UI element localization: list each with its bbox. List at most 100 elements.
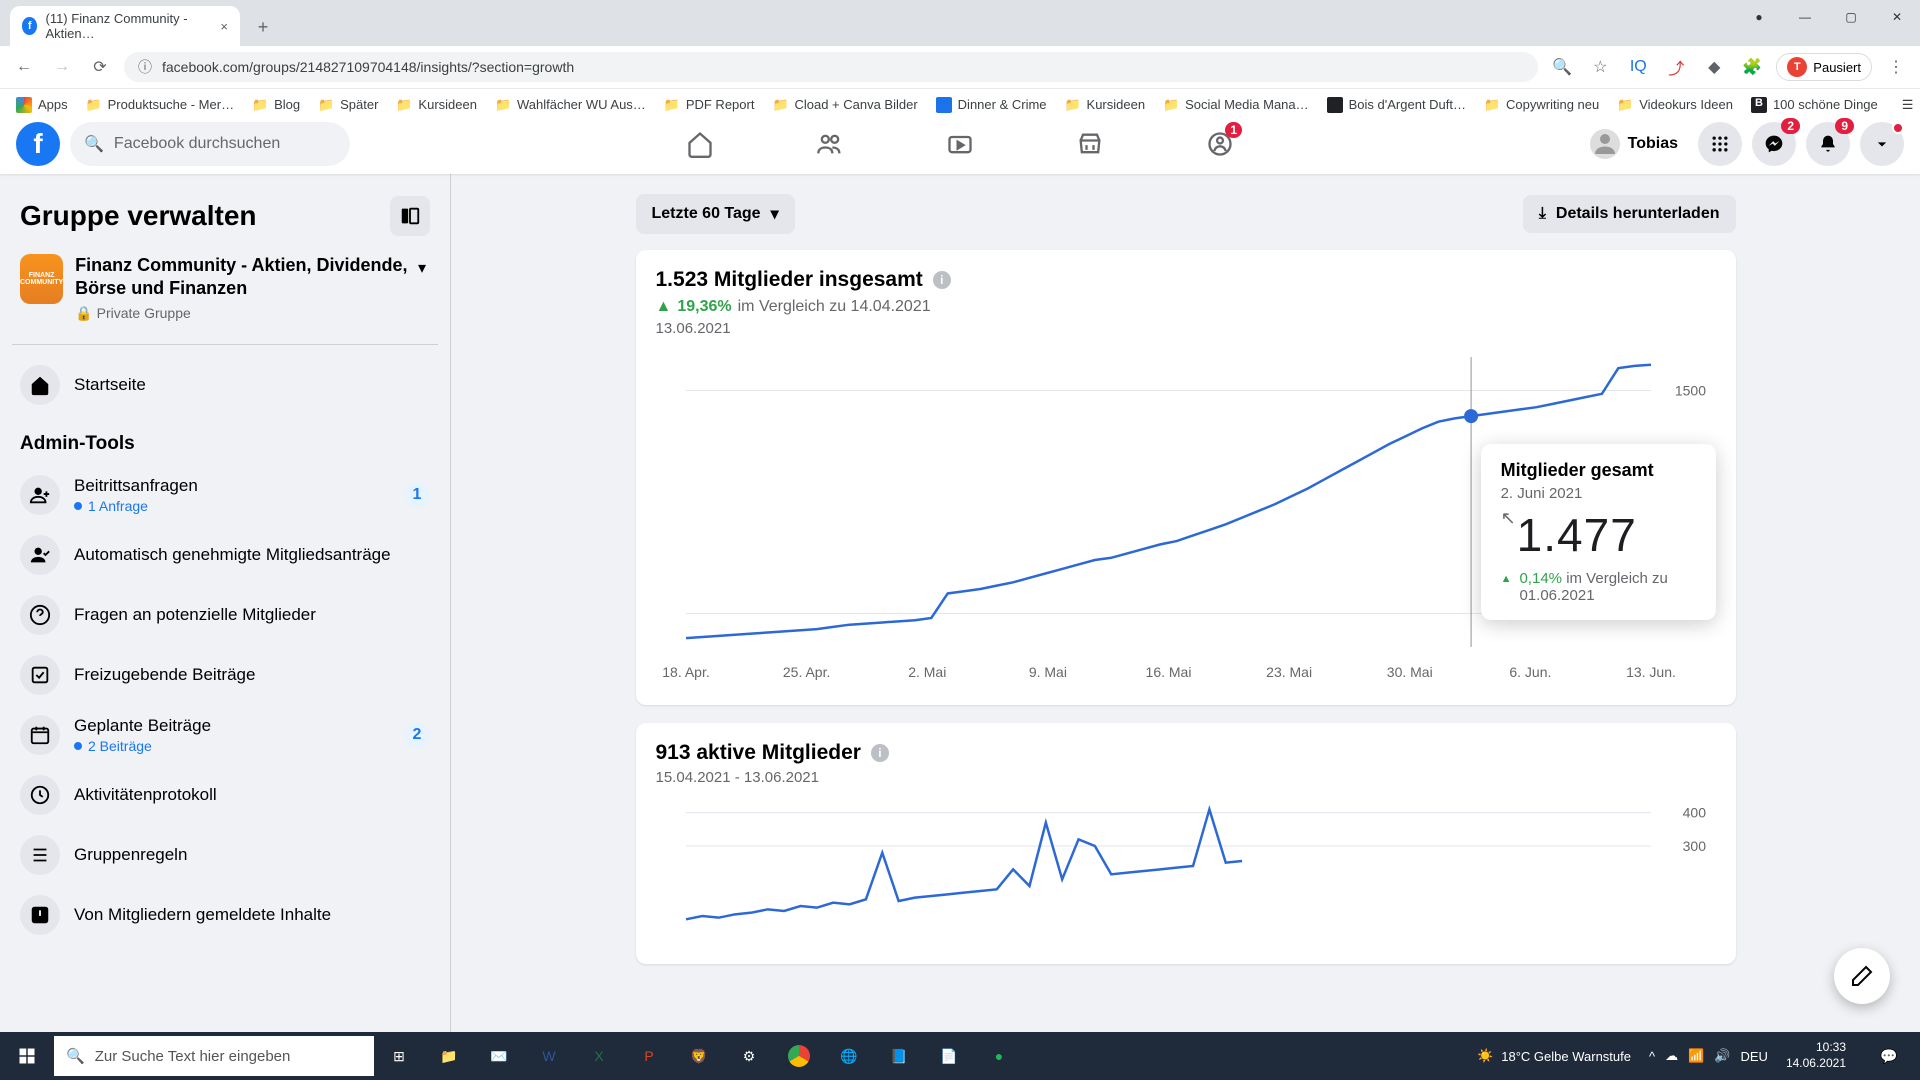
bookmark-item[interactable]: 📁Kursideen [1059,93,1152,117]
taskbar-search[interactable]: 🔍Zur Suche Text hier eingeben [54,1036,374,1076]
task-view-button[interactable]: ⊞ [374,1032,424,1080]
nav-watch[interactable] [900,118,1020,170]
reading-list-button[interactable]: ☰Leseliste [1896,93,1920,117]
bookmark-item[interactable]: Dinner & Crime [930,93,1053,117]
taskbar-app-obs[interactable]: ⚙ [724,1032,774,1080]
nav-friends[interactable] [770,118,890,170]
reload-button[interactable]: ⟳ [86,53,114,81]
sidebar-item-questions[interactable]: Fragen an potenzielle Mitglieder [12,585,438,645]
nav-marketplace[interactable] [1030,118,1150,170]
taskbar-app-chrome[interactable] [774,1032,824,1080]
svg-text:300: 300 [1682,838,1706,854]
bookmark-item[interactable]: 📁Kursideen [390,93,483,117]
bookmark-item[interactable]: 📁Später [312,93,384,117]
nav-home[interactable] [640,118,760,170]
taskbar-app[interactable]: 📄 [924,1032,974,1080]
account-dropdown-button[interactable] [1860,122,1904,166]
language-indicator[interactable]: DEU [1740,1049,1767,1064]
sidebar-item-requests[interactable]: Beitrittsanfragen 1 Anfrage 1 [12,465,438,525]
taskbar-app-explorer[interactable]: 📁 [424,1032,474,1080]
nav-groups[interactable]: 1 [1160,118,1280,170]
list-icon [20,835,60,875]
bookmark-item[interactable]: Bois d'Argent Duft… [1321,93,1472,117]
taskbar-app-mail[interactable]: ✉️ [474,1032,524,1080]
bookmark-item[interactable]: 📁Copywriting neu [1478,93,1605,117]
site-info-icon[interactable]: ⓘ [138,57,152,77]
bookmark-item[interactable]: 📁Blog [246,93,306,117]
start-button[interactable] [0,1032,54,1080]
extensions-puzzle-icon[interactable]: 🧩 [1738,53,1766,81]
profile-chip[interactable]: Tobias [1586,125,1688,163]
bookmark-item[interactable]: 📁Social Media Mana… [1157,93,1315,117]
taskbar-app-powerpoint[interactable]: P [624,1032,674,1080]
sidebar-item-pending-posts[interactable]: Freizugebende Beiträge [12,645,438,705]
active-members-chart[interactable]: 300400 [656,796,1716,946]
menu-grid-button[interactable] [1698,122,1742,166]
bookmark-item[interactable]: 📁Cload + Canva Bilder [766,93,923,117]
sidebar-item-reported[interactable]: Von Mitgliedern gemeldete Inhalte [12,885,438,945]
maximize-button[interactable]: ▢ [1828,0,1874,34]
taskbar-app-excel[interactable]: X [574,1032,624,1080]
volume-icon[interactable]: 🔊 [1714,1048,1730,1064]
facebook-search[interactable]: 🔍 Facebook durchsuchen [70,122,350,166]
date-range-dropdown[interactable]: Letzte 60 Tage ▾ [636,194,795,234]
facebook-favicon: f [22,17,37,35]
sidebar-item-scheduled[interactable]: Geplante Beiträge 2 Beiträge 2 [12,705,438,765]
taskbar-app[interactable]: 📘 [874,1032,924,1080]
facebook-logo[interactable]: f [16,122,60,166]
info-icon[interactable]: i [933,271,951,289]
extension-icon-2[interactable]: ⤴ [1662,53,1690,81]
apps-shortcut[interactable]: Apps [10,93,74,117]
tab-close-icon[interactable]: × [220,19,228,34]
sidebar-item-home[interactable]: Startseite [12,355,438,415]
chrome-menu-icon[interactable]: ⋮ [1882,53,1910,81]
group-selector[interactable]: FINANZ COMMUNITY Finanz Community - Akti… [12,242,438,334]
dot-indicator [74,502,82,510]
profile-pause-badge[interactable]: T Pausiert [1776,53,1872,81]
wifi-icon[interactable]: 📶 [1688,1048,1704,1064]
bookmark-item[interactable]: 📁PDF Report [658,93,761,117]
tray-chevron-icon[interactable]: ^ [1649,1049,1655,1064]
sidebar-item-auto-approve[interactable]: Automatisch genehmigte Mitgliedsanträge [12,525,438,585]
alert-icon [20,895,60,935]
bookmark-item[interactable]: 📁Wahlfächer WU Aus… [489,93,652,117]
zoom-icon[interactable]: 🔍 [1548,53,1576,81]
bookmark-item[interactable]: B100 schöne Dinge [1745,93,1884,117]
forward-button[interactable]: → [48,53,76,81]
search-icon: 🔍 [84,134,104,154]
compose-button[interactable] [1834,948,1890,1004]
taskbar-clock[interactable]: 10:33 14.06.2021 [1776,1040,1856,1071]
system-tray[interactable]: ^ ☁ 📶 🔊 DEU [1649,1048,1768,1064]
close-window-button[interactable]: ✕ [1874,0,1920,34]
action-center-button[interactable]: 💬 [1864,1032,1914,1080]
taskbar-app-edge[interactable]: 🌐 [824,1032,874,1080]
back-button[interactable]: ← [10,53,38,81]
notifications-button[interactable]: 9 [1806,122,1850,166]
svg-text:23. Mai: 23. Mai [1266,664,1312,680]
new-tab-button[interactable]: + [248,12,278,42]
tab-title: (11) Finanz Community - Aktien… [45,11,212,41]
taskbar-weather[interactable]: ☀️18°C Gelbe Warnstufe [1467,1048,1641,1064]
account-dot-icon[interactable]: ● [1736,0,1782,34]
profile-avatar-icon: T [1787,57,1807,77]
address-bar[interactable]: ⓘ facebook.com/groups/214827109704148/in… [124,52,1538,82]
svg-text:18. Apr.: 18. Apr. [662,664,709,680]
members-chart[interactable]: 1300150018. Apr.25. Apr.2. Mai9. Mai16. … [656,347,1716,687]
taskbar-app-brave[interactable]: 🦁 [674,1032,724,1080]
collapse-sidebar-button[interactable] [390,196,430,236]
messenger-button[interactable]: 2 [1752,122,1796,166]
cloud-icon[interactable]: ☁ [1665,1048,1678,1064]
minimize-button[interactable]: — [1782,0,1828,34]
bookmark-star-icon[interactable]: ☆ [1586,53,1614,81]
bookmark-item[interactable]: 📁Videokurs Ideen [1611,93,1739,117]
download-details-button[interactable]: ⤓ Details herunterladen [1523,195,1736,233]
sidebar-item-activity-log[interactable]: Aktivitätenprotokoll [12,765,438,825]
extension-icon-3[interactable]: ◆ [1700,53,1728,81]
taskbar-app-word[interactable]: W [524,1032,574,1080]
browser-tab[interactable]: f (11) Finanz Community - Aktien… × [10,6,240,46]
sidebar-item-rules[interactable]: Gruppenregeln [12,825,438,885]
taskbar-app-spotify[interactable]: ● [974,1032,1024,1080]
bookmark-item[interactable]: 📁Produktsuche - Mer… [80,93,240,117]
info-icon[interactable]: i [871,744,889,762]
extension-icon[interactable]: IQ [1624,53,1652,81]
